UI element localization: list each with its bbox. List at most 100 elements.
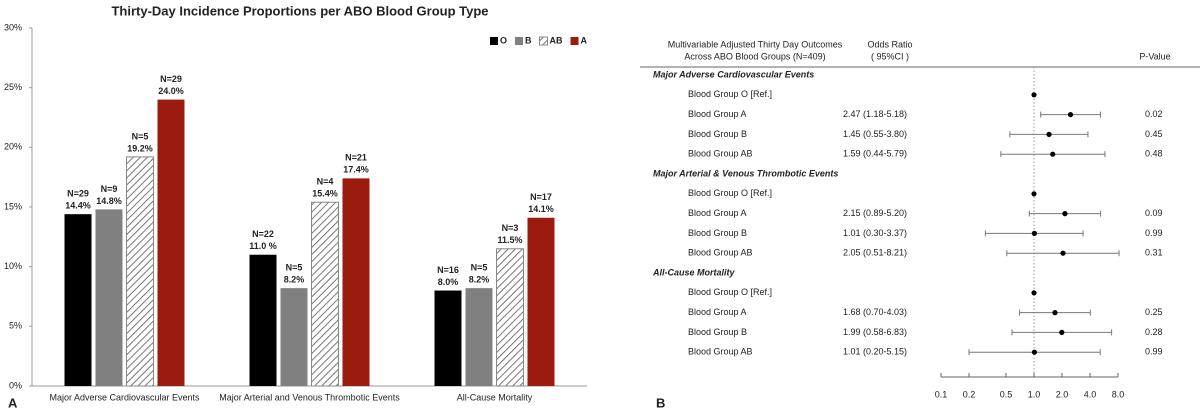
row-label: Blood Group AB <box>688 248 753 258</box>
row-label: Blood Group O [Ref.] <box>688 188 772 198</box>
legend-label: O <box>500 35 507 45</box>
row-label: Blood Group AB <box>688 347 753 357</box>
y-tick-label: 0% <box>9 380 22 390</box>
odds-ratio-point <box>1031 230 1038 236</box>
bar <box>249 254 277 386</box>
n-label: N=29 <box>160 74 182 84</box>
p-value: 0.25 <box>1145 307 1163 317</box>
value-label: 8.2% <box>284 275 305 285</box>
ci-label: 1.59 (0.44-5.79) <box>843 149 907 159</box>
value-label: 8.0% <box>438 277 459 287</box>
odds-ratio-point <box>1046 131 1052 137</box>
bar <box>465 288 493 386</box>
row-label: Blood Group A <box>688 109 747 119</box>
row-label: Blood Group AB <box>688 149 753 159</box>
n-label: N=5 <box>286 263 303 273</box>
group-title: Major Arterial & Venous Thrombotic Event… <box>653 168 838 178</box>
n-label: N=16 <box>437 265 459 275</box>
odds-ratio-point <box>1059 329 1065 335</box>
ci-label: 1.01 (0.30-3.37) <box>843 228 907 238</box>
odds-ratio-point <box>1052 310 1058 316</box>
bar <box>527 217 555 386</box>
value-label: 17.4% <box>343 165 369 175</box>
row-label: Blood Group A <box>688 307 747 317</box>
p-value: 0.45 <box>1145 129 1163 139</box>
p-value: 0.02 <box>1145 109 1163 119</box>
x-tick-label: 1.0 <box>1028 389 1041 399</box>
row-label: Blood Group B <box>688 327 747 337</box>
p-value: 0.28 <box>1145 327 1163 337</box>
y-tick-label: 25% <box>4 82 22 92</box>
panel-label: B <box>656 395 665 410</box>
value-label: 24.0% <box>158 86 184 96</box>
ci-label: 1.45 (0.55-3.80) <box>843 129 907 139</box>
x-tick-label: 0.1 <box>935 389 948 399</box>
chart-title: Thirty-Day Incidence Proportions per ABO… <box>111 3 488 18</box>
odds-ratio-point <box>1031 349 1038 355</box>
value-label: 15.4% <box>312 189 338 199</box>
x-tick-label: 2.0 <box>1056 389 1069 399</box>
ci-label: 2.15 (0.89-5.20) <box>843 208 907 218</box>
ci-label: 1.68 (0.70-4.03) <box>843 307 907 317</box>
group-title: Major Adverse Cardiovascular Events <box>653 69 814 79</box>
value-label: 19.2% <box>127 143 153 153</box>
y-tick-label: 15% <box>4 201 22 211</box>
p-value: 0.31 <box>1145 248 1163 258</box>
y-tick-label: 10% <box>4 261 22 271</box>
value-label: 14.1% <box>528 204 554 214</box>
n-label: N=9 <box>101 184 118 194</box>
legend-swatch <box>515 37 524 45</box>
odds-ratio-point <box>1031 290 1037 296</box>
p-value: 0.09 <box>1145 208 1163 218</box>
row-label: Blood Group B <box>688 129 747 139</box>
header: Across ABO Blood Groups (N=409) <box>684 51 825 61</box>
n-label: N=17 <box>530 192 552 202</box>
p-value: 0.48 <box>1145 149 1163 159</box>
row-label: Blood Group A <box>688 208 747 218</box>
legend-swatch <box>570 37 579 45</box>
bar <box>64 214 92 386</box>
x-tick-label: Major Arterial and Venous Thrombotic Eve… <box>219 392 400 402</box>
bar <box>280 288 308 386</box>
bar <box>496 248 524 387</box>
odds-ratio-point <box>1062 211 1068 217</box>
p-value: 0.99 <box>1145 347 1163 357</box>
bar <box>342 178 370 386</box>
ci-label: 1.99 (0.58-6.83) <box>843 327 907 337</box>
bar <box>126 156 154 387</box>
value-label: 11.5% <box>497 235 522 245</box>
n-label: N=5 <box>471 263 488 273</box>
row-label: Blood Group B <box>688 228 747 238</box>
value-label: 14.4% <box>65 201 91 211</box>
n-label: N=29 <box>67 189 89 199</box>
p-header: P-Value <box>1139 51 1170 61</box>
value-label: 11.0 % <box>249 241 277 251</box>
odds-ratio-point <box>1050 151 1056 157</box>
n-label: N=4 <box>317 177 334 187</box>
group-title: All-Cause Mortality <box>652 267 736 277</box>
odds-ratio-point <box>1067 112 1074 118</box>
value-label: 14.8% <box>96 196 122 206</box>
or-header: ( 95%CI ) <box>871 51 909 61</box>
ci-label: 2.47 (1.18-5.18) <box>843 109 907 119</box>
value-label: 8.2% <box>469 275 490 285</box>
n-label: N=5 <box>132 131 149 141</box>
odds-ratio-point <box>1031 191 1037 197</box>
odds-ratio-point <box>1031 92 1037 98</box>
y-tick-label: 20% <box>4 142 22 152</box>
legend-label: A <box>581 35 588 45</box>
ci-label: 2.05 (0.51-8.21) <box>843 248 907 258</box>
legend-swatch <box>539 36 549 46</box>
bar <box>157 99 185 386</box>
y-tick-label: 5% <box>9 321 22 331</box>
x-tick-label: 8.0 <box>1112 389 1125 399</box>
n-label: N=22 <box>252 229 274 239</box>
row-label: Blood Group O [Ref.] <box>688 89 772 99</box>
odds-ratio-point <box>1060 250 1066 256</box>
y-tick-label: 30% <box>4 22 22 32</box>
x-tick-label: 0.2 <box>963 389 976 399</box>
x-tick-label: All-Cause Mortality <box>457 392 533 402</box>
header: Multivariable Adjusted Thirty Day Outcom… <box>668 39 843 49</box>
n-label: N=21 <box>345 153 367 163</box>
